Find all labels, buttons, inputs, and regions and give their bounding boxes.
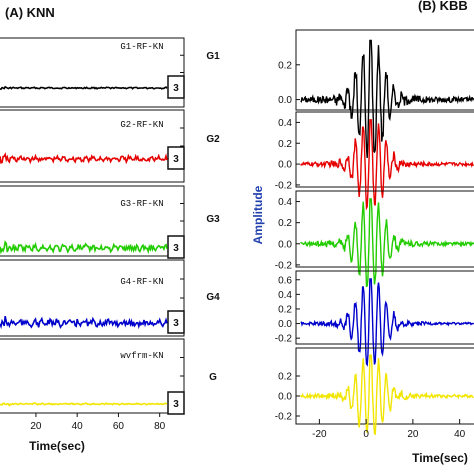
waveform-g1 [0, 85, 168, 91]
group-label-g4: G4 [206, 292, 220, 303]
scale-box [167, 75, 185, 99]
panel-b-frame-3 [295, 190, 474, 268]
panel-b-ytick-label: 0.4 [278, 290, 292, 301]
panel-b-ylabel: Amplitude [251, 185, 265, 244]
waveform-b-g4 [300, 278, 474, 367]
group-label-g1: G1 [206, 51, 220, 62]
panel-b-title: (B) KBB [418, 0, 468, 13]
panel-b-frame-1 [295, 29, 474, 111]
group-label-g: G [209, 372, 217, 383]
panel-a-frame-3 [0, 185, 185, 257]
trace-label-g4: G4-RF-KN [120, 277, 163, 287]
group-label-g3: G3 [206, 214, 220, 225]
panel-a-xtick-label: 40 [72, 421, 84, 432]
waveform-g [0, 402, 168, 407]
panel-b-ytick-label: -0.2 [275, 334, 293, 345]
panel-knn: (A) KNN G1-RF-KN 3 G2-RF-KN 3 G3-RF-KN 3 G4-RF-… [0, 5, 185, 453]
waveform-g4 [0, 315, 168, 330]
panel-b-ytick-label: 0.2 [278, 372, 292, 383]
panel-kbb: (B) KBB 0.0 0.2 -0.2 0.0 0.2 0.4 -0.2 0.0 0.2 0.4 -… [251, 0, 474, 465]
scale-box [167, 146, 185, 170]
trace-label-g: wvfrm-KN [120, 351, 163, 361]
panel-b-ytick-label: 0.0 [278, 160, 292, 171]
panel-b-xtick-label: -20 [312, 429, 327, 440]
scale-box [167, 391, 185, 415]
group-labels: G1 G2 G3 G4 G [206, 51, 220, 383]
panel-b-ytick-label: 0.0 [278, 95, 292, 106]
waveform-g2 [0, 152, 168, 165]
panel-a-xtick-label: 20 [30, 421, 42, 432]
panel-b-ytick-label: 0.2 [278, 218, 292, 229]
panel-b-ytick-label: 0.2 [278, 304, 292, 315]
scale-box-label: 3 [173, 154, 179, 165]
group-label-g2: G2 [206, 134, 220, 145]
panel-b-xtick-label: 20 [407, 429, 419, 440]
panel-b-ytick-label: 0.2 [278, 139, 292, 150]
panel-b-ytick-label: -0.2 [275, 180, 293, 191]
trace-label-g3: G3-RF-KN [120, 199, 163, 209]
panel-b-frame-2 [295, 111, 474, 188]
panel-b-ytick-label: 0.4 [278, 197, 292, 208]
panel-b-ytick-label: 0.0 [278, 392, 292, 403]
scale-box [167, 310, 185, 334]
panel-b-ytick-label: 0.2 [278, 60, 292, 71]
scale-box-label: 3 [173, 318, 179, 329]
scale-box-label: 3 [173, 399, 179, 410]
panel-a-xlabel: Time(sec) [29, 439, 85, 453]
panel-b-frame-5 [295, 347, 474, 425]
trace-label-g2: G2-RF-KN [120, 120, 163, 130]
panel-a-title: (A) KNN [5, 5, 55, 20]
waveform-b-g3 [300, 198, 474, 288]
waveform-b-g2 [300, 119, 474, 211]
trace-label-g1: G1-RF-KN [120, 42, 163, 52]
waveform-b-g [300, 354, 474, 436]
panel-b-frame-4 [295, 270, 474, 345]
scale-box [167, 235, 185, 259]
panel-b-ytick-label: -0.2 [275, 260, 293, 271]
panel-b-ytick-label: 0.0 [278, 239, 292, 250]
panel-b-xlabel: Time(sec) [412, 451, 468, 465]
panel-b-ytick-label: 0.4 [278, 118, 292, 129]
panel-b-xtick-label: 40 [454, 429, 466, 440]
waveform-g3 [0, 240, 168, 255]
scale-box-label: 3 [173, 243, 179, 254]
panel-b-ytick-label: -0.2 [275, 412, 293, 423]
panel-a-xtick-label: 80 [154, 421, 166, 432]
waveform-b-g1 [300, 39, 474, 158]
scale-box-label: 3 [173, 83, 179, 94]
panel-b-ytick-label: 0.6 [278, 275, 292, 286]
panel-b-xtick-label: 0 [363, 429, 369, 440]
panel-b-ytick-label: 0.0 [278, 319, 292, 330]
panel-a-xtick-label: 60 [113, 421, 125, 432]
